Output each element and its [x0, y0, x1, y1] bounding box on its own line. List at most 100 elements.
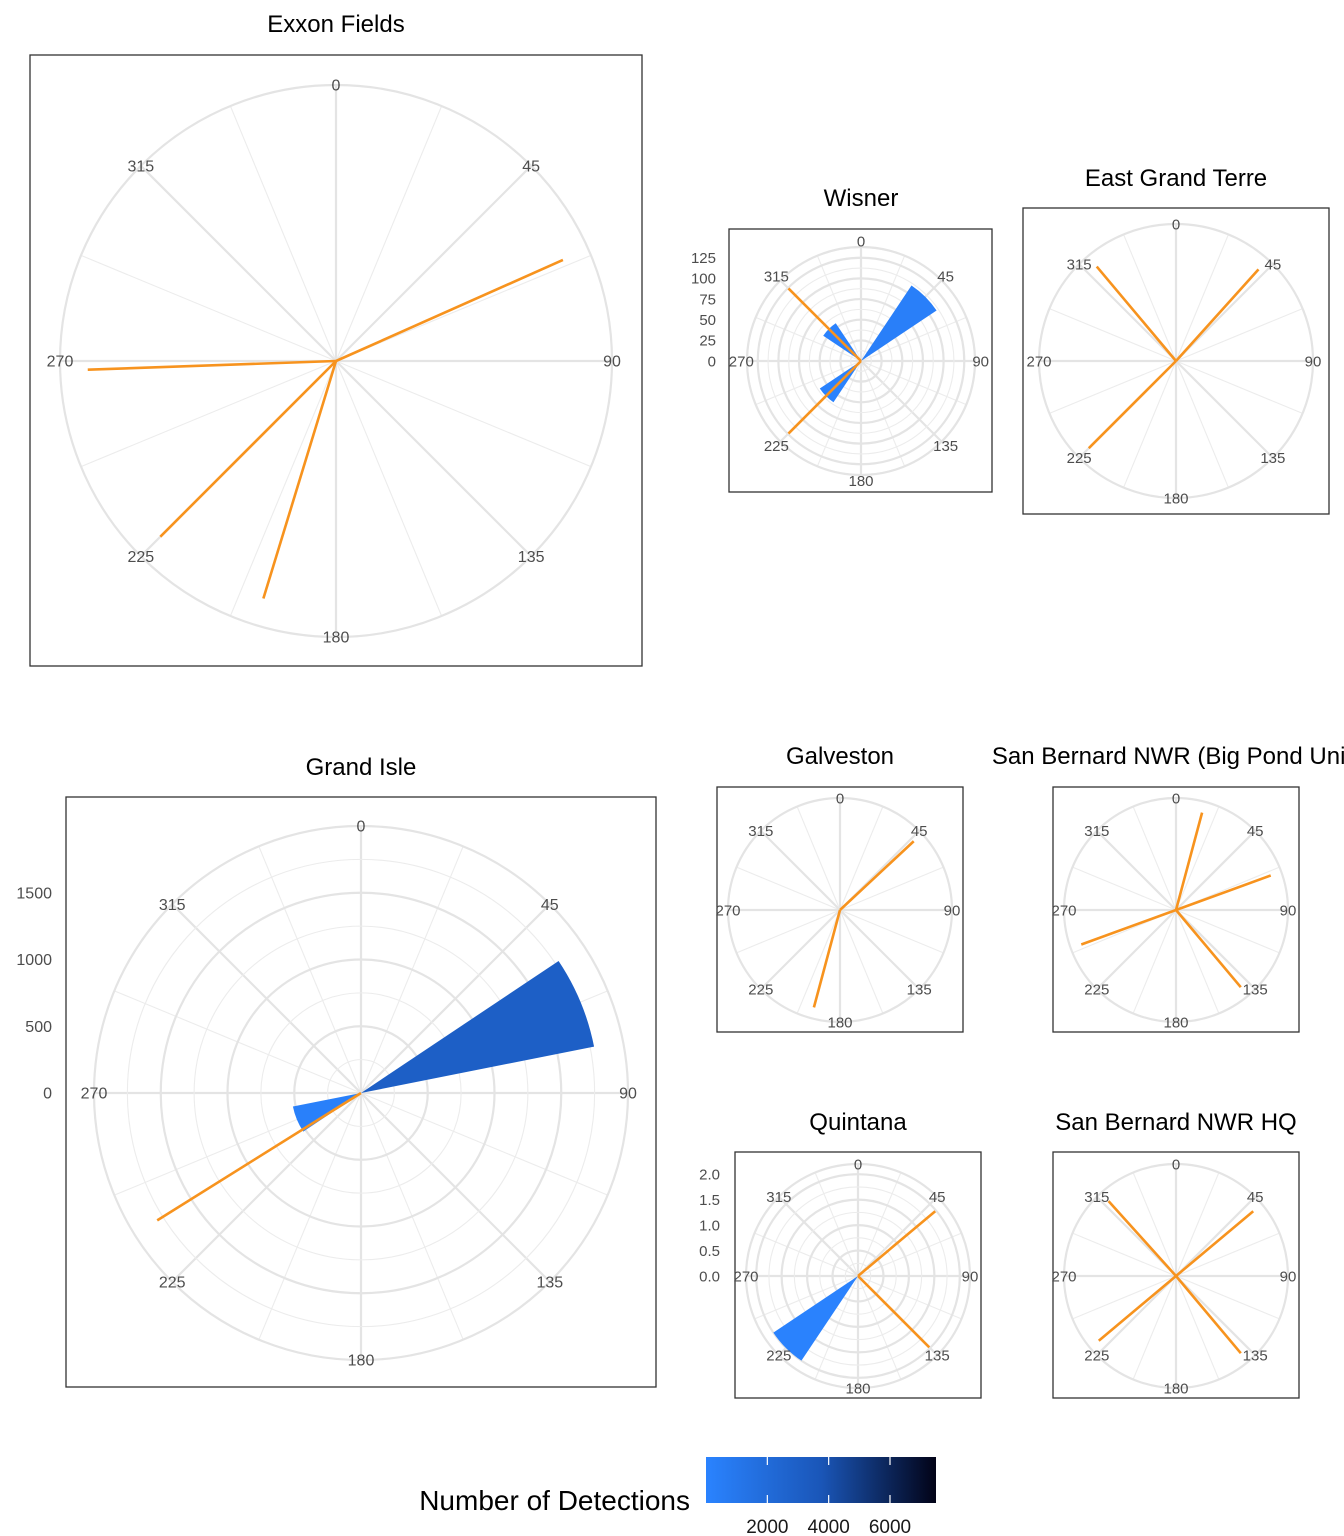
minor-spoke [1175, 1275, 1280, 1320]
panel-frame [728, 228, 993, 493]
rose-bars [773, 1276, 858, 1361]
minor-spoke [1175, 360, 1229, 488]
minor-spoke [736, 866, 841, 911]
direction-line [262, 360, 338, 599]
minor-spoke [1175, 234, 1229, 362]
minor-spoke [736, 909, 841, 954]
minor-spoke [814, 1172, 859, 1277]
major-spoke [1175, 909, 1256, 990]
direction-lines [87, 258, 564, 599]
direction-line [1174, 812, 1204, 911]
minor-spoke [860, 316, 967, 362]
direction-lines [1080, 812, 1272, 989]
radial-ring-minor [327, 1059, 395, 1127]
minor-spoke [1175, 1232, 1280, 1277]
minor-spoke [754, 1232, 859, 1277]
angle-tick-label: 225 [1067, 450, 1092, 467]
panel-frame [716, 786, 964, 1033]
polar-grid [92, 824, 630, 1362]
direction-line [1175, 874, 1272, 912]
direction-lines [812, 840, 915, 1008]
angle-tick-label: 270 [1051, 902, 1076, 919]
angle-tick-label: 45 [522, 158, 540, 175]
legend-tick-label: 4000 [808, 1517, 850, 1536]
direction-line [1095, 265, 1177, 362]
direction-lines [1087, 265, 1260, 450]
major-spoke [140, 165, 337, 362]
angle-tick-label: 90 [944, 902, 961, 919]
angle-labels: 0 45 90 135 180 225 270 315 [1051, 790, 1296, 1031]
minor-spoke [1175, 1275, 1220, 1380]
angle-tick-label: 135 [1243, 981, 1268, 998]
angle-tick-label: 0 [857, 234, 865, 251]
legend-ticks: 2000 4000 6000 [746, 1457, 911, 1536]
angle-labels: 0 45 90 135 180 225 270 315 [729, 234, 989, 490]
panel-quintana: Quintana 0 45 90 135 180 225 270 315 0.0 0.5 1.0 1.5… [699, 1109, 982, 1399]
radial-tick-label: 1.5 [699, 1192, 720, 1209]
angle-tick-label: 45 [937, 269, 954, 286]
legend-colorbar [706, 1457, 936, 1503]
radial-ring-minor [829, 329, 893, 393]
minor-spoke [857, 1275, 962, 1320]
outer-ring [745, 245, 977, 477]
minor-spoke [80, 254, 337, 362]
radial-ring-minor [788, 288, 934, 434]
radial-ring [293, 1025, 429, 1161]
major-spoke [857, 1196, 938, 1277]
legend-tick-label: 6000 [869, 1517, 911, 1536]
major-spoke [839, 909, 920, 990]
minor-spoke [796, 909, 841, 1014]
angle-tick-label: 90 [1280, 1268, 1297, 1285]
minor-spoke [335, 360, 592, 468]
outer-ring [1062, 796, 1290, 1024]
angle-tick-label: 45 [1247, 823, 1264, 840]
direction-line [1175, 1275, 1242, 1355]
radial-tick-label: 0 [708, 353, 716, 370]
angle-tick-label: 225 [766, 1347, 791, 1364]
polar-grid [1062, 796, 1290, 1024]
direction-line [839, 840, 915, 911]
outer-ring [1062, 1162, 1290, 1390]
angle-tick-label: 0 [332, 78, 341, 95]
angle-labels: 0 45 90 135 180 225 270 315 [1026, 216, 1321, 507]
angle-tick-label: 90 [619, 1086, 637, 1103]
minor-spoke [839, 909, 884, 1014]
minor-spoke [755, 316, 862, 362]
angle-tick-label: 45 [1265, 256, 1282, 273]
panel-frame [65, 796, 657, 1388]
polar-grid [58, 83, 614, 639]
angle-tick-label: 315 [764, 269, 789, 286]
angle-tick-label: 270 [81, 1086, 108, 1103]
direction-line [812, 909, 842, 1008]
radial-tick-label: 1500 [16, 885, 52, 902]
angle-tick-label: 315 [1084, 1189, 1109, 1206]
radial-tick-label: 0 [43, 1086, 52, 1103]
angle-tick-label: 180 [1163, 1014, 1188, 1031]
panel-title: Wisner [824, 185, 899, 212]
panel-frame [734, 1151, 982, 1399]
panel-frame [29, 54, 643, 667]
angle-tick-label: 270 [733, 1268, 758, 1285]
major-spoke [335, 165, 532, 362]
panel-title: Quintana [809, 1109, 907, 1136]
polar-grid [745, 245, 977, 477]
radial-ring [818, 318, 904, 404]
major-spoke [1175, 360, 1274, 459]
radial-ring [159, 891, 563, 1295]
minor-spoke [857, 1232, 962, 1277]
angle-tick-label: 270 [1026, 353, 1051, 370]
panel-frame [1022, 207, 1330, 515]
major-spoke [760, 909, 841, 990]
angle-tick-label: 0 [1172, 216, 1180, 233]
angle-tick-label: 90 [972, 353, 989, 370]
direction-line [156, 1091, 362, 1222]
radial-tick-label: 50 [699, 312, 716, 329]
minor-spoke [1123, 234, 1177, 362]
minor-spoke [229, 360, 337, 617]
outer-ring [92, 824, 630, 1362]
outer-ring [744, 1162, 972, 1390]
minor-spoke [1132, 1172, 1177, 1277]
angle-tick-label: 135 [536, 1274, 563, 1291]
panel-exxon-fields: Exxon Fields 0 45 90 135 180 225 270 315 [29, 11, 643, 667]
